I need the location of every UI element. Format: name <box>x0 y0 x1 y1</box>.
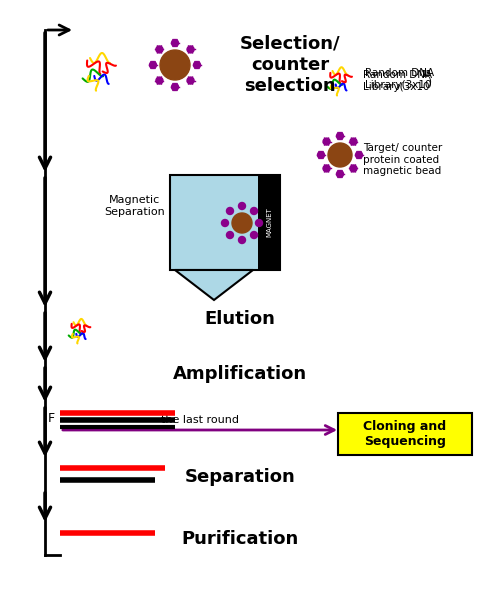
Text: Selection/
counter
selection: Selection/ counter selection <box>240 35 340 95</box>
Circle shape <box>336 132 343 139</box>
Circle shape <box>323 165 330 172</box>
Circle shape <box>350 165 357 172</box>
Polygon shape <box>175 270 253 300</box>
Circle shape <box>317 151 324 158</box>
Text: MAGNET: MAGNET <box>266 207 272 238</box>
Circle shape <box>323 138 330 145</box>
Text: ): ) <box>427 77 431 87</box>
Text: Magnetic
Separation: Magnetic Separation <box>105 195 165 216</box>
Text: Cloning and
Sequencing: Cloning and Sequencing <box>363 420 447 448</box>
Circle shape <box>150 61 157 69</box>
Circle shape <box>187 46 194 53</box>
Circle shape <box>156 46 163 53</box>
Circle shape <box>250 207 257 215</box>
FancyBboxPatch shape <box>170 175 280 270</box>
Text: Elution: Elution <box>205 310 275 328</box>
Text: Random DNA
Library(3x10: Random DNA Library(3x10 <box>363 70 432 92</box>
Text: Separation: Separation <box>185 468 295 486</box>
Circle shape <box>239 203 246 209</box>
FancyBboxPatch shape <box>338 413 472 455</box>
Circle shape <box>156 77 163 84</box>
Circle shape <box>172 40 179 47</box>
Circle shape <box>160 50 190 80</box>
Bar <box>258 175 280 270</box>
Circle shape <box>232 213 252 233</box>
Circle shape <box>250 232 257 239</box>
Text: Amplification: Amplification <box>173 365 307 383</box>
Text: F: F <box>48 411 55 424</box>
Text: the last round: the last round <box>161 415 239 425</box>
Circle shape <box>336 170 343 177</box>
Circle shape <box>239 236 246 243</box>
Circle shape <box>227 232 234 239</box>
Text: 15: 15 <box>421 70 431 79</box>
Circle shape <box>227 207 234 215</box>
Text: Purification: Purification <box>181 530 298 548</box>
Text: Random DNA
Library(3x10: Random DNA Library(3x10 <box>365 68 434 90</box>
Circle shape <box>355 151 362 158</box>
Circle shape <box>172 83 179 90</box>
Circle shape <box>255 219 262 226</box>
Circle shape <box>328 143 352 167</box>
Circle shape <box>222 219 229 226</box>
Text: Target/ counter
protein coated
magnetic bead: Target/ counter protein coated magnetic … <box>363 143 442 176</box>
Circle shape <box>350 138 357 145</box>
Circle shape <box>187 77 194 84</box>
Circle shape <box>194 61 201 69</box>
